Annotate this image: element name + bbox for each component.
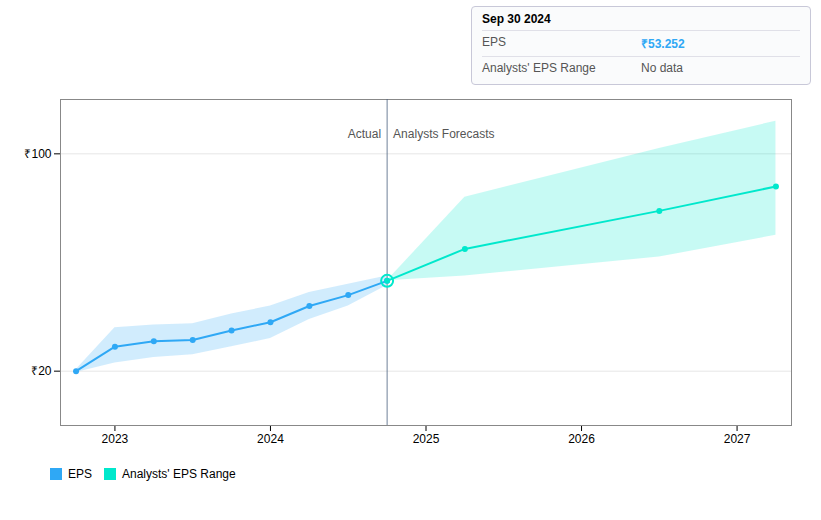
html-text:Analysts' EPS Range: Analysts' EPS Range (482, 61, 596, 75)
html-text:EPS: EPS (68, 466, 92, 481)
html-text:Analysts' EPS Range: Analysts' EPS Range (122, 466, 236, 481)
html-text:₹53.252: ₹53.252 (641, 37, 685, 51)
svg-text:Actual: Actual (348, 127, 381, 141)
svg-text:Analysts Forecasts: Analysts Forecasts (393, 127, 494, 141)
svg-text:2024: 2024 (257, 432, 284, 446)
svg-text:₹20: ₹20 (31, 364, 52, 378)
svg-text:2025: 2025 (413, 432, 440, 446)
html-text:No data: No data (641, 61, 683, 75)
svg-text:2026: 2026 (568, 432, 595, 446)
svg-text:₹100: ₹100 (24, 147, 51, 161)
html-text:EPS: EPS (482, 35, 506, 49)
svg-text:2023: 2023 (102, 432, 129, 446)
html-text:Sep 30 2024: Sep 30 2024 (482, 12, 551, 26)
svg-text:2027: 2027 (724, 432, 751, 446)
